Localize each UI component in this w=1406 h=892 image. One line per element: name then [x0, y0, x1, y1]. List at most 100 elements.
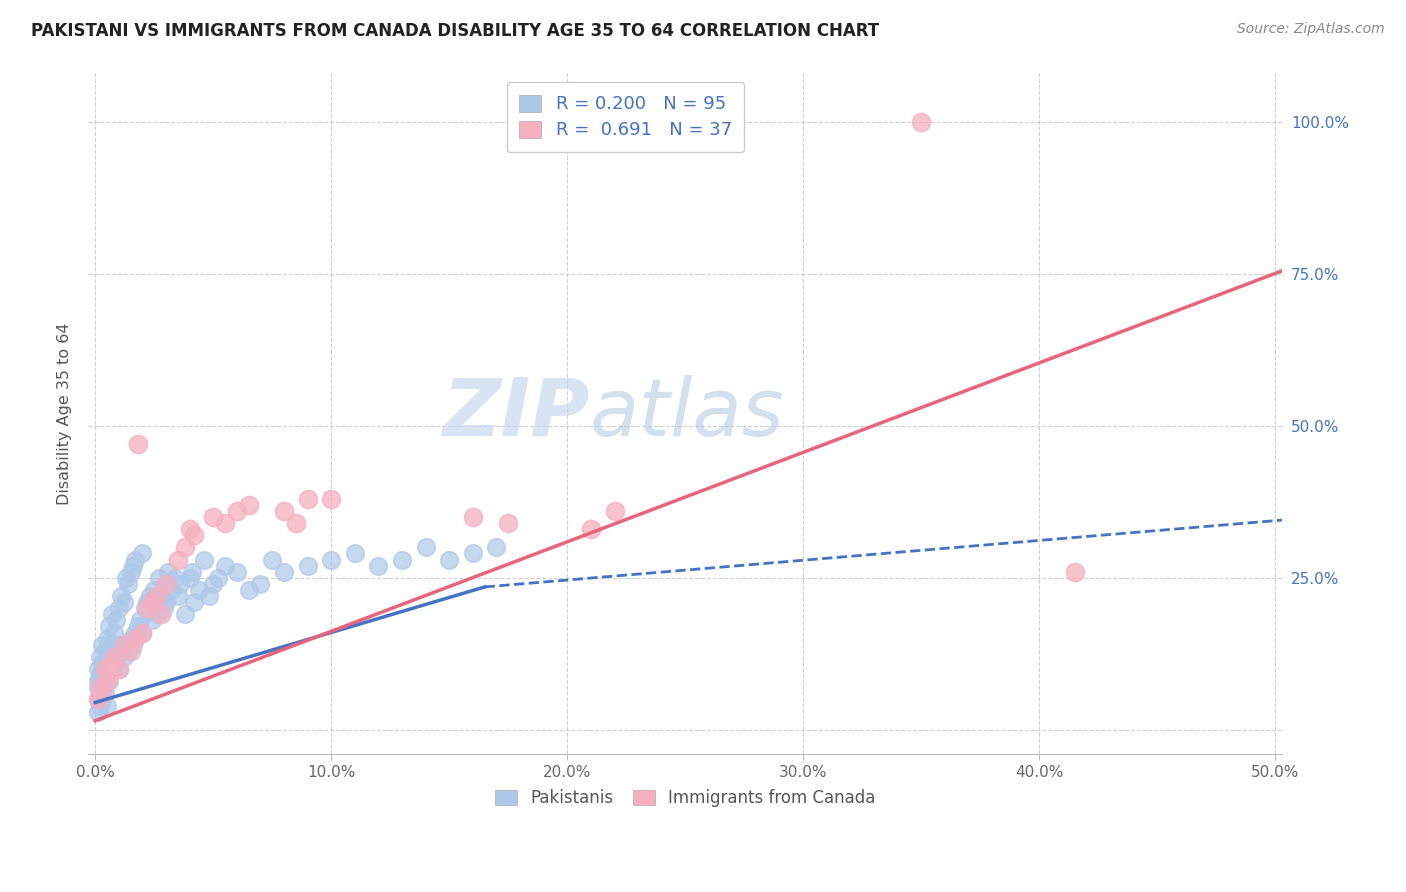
Point: [181, 565, 204, 579]
Point: [297, 491, 319, 506]
Point: [120, 565, 142, 579]
Point: [115, 638, 138, 652]
Point: [169, 577, 191, 591]
Point: [91, 668, 114, 682]
Point: [179, 522, 201, 536]
Point: [91, 692, 114, 706]
Point: [579, 522, 602, 536]
Point: [461, 510, 484, 524]
Point: [138, 589, 160, 603]
Point: [89, 698, 111, 713]
Point: [131, 625, 153, 640]
Point: [91, 681, 114, 695]
Point: [297, 558, 319, 573]
Point: [103, 656, 125, 670]
Point: [183, 528, 205, 542]
Point: [98, 619, 121, 633]
Point: [148, 571, 170, 585]
Point: [603, 504, 626, 518]
Point: [98, 656, 121, 670]
Point: [367, 558, 389, 573]
Point: [108, 601, 131, 615]
Point: [103, 625, 125, 640]
Point: [117, 577, 139, 591]
Point: [124, 625, 146, 640]
Text: atlas: atlas: [589, 375, 785, 452]
Point: [96, 649, 118, 664]
Legend: Pakistanis, Immigrants from Canada: Pakistanis, Immigrants from Canada: [488, 782, 882, 814]
Point: [249, 577, 271, 591]
Point: [117, 644, 139, 658]
Point: [150, 589, 173, 603]
Point: [321, 552, 343, 566]
Point: [89, 686, 111, 700]
Point: [202, 510, 225, 524]
Point: [174, 607, 197, 622]
Point: [155, 595, 177, 609]
Point: [100, 656, 122, 670]
Point: [152, 601, 174, 615]
Point: [127, 619, 149, 633]
Point: [238, 498, 260, 512]
Point: [439, 552, 461, 566]
Point: [96, 698, 118, 713]
Point: [124, 552, 146, 566]
Point: [262, 552, 284, 566]
Point: [166, 552, 188, 566]
Point: [207, 571, 229, 585]
Point: [145, 589, 167, 603]
Point: [115, 571, 138, 585]
Point: [122, 558, 145, 573]
Point: [127, 437, 149, 451]
Point: [136, 601, 159, 615]
Point: [166, 589, 188, 603]
Point: [225, 565, 247, 579]
Point: [183, 595, 205, 609]
Point: [89, 674, 111, 689]
Point: [96, 632, 118, 646]
Point: [273, 565, 295, 579]
Point: [108, 662, 131, 676]
Point: [145, 607, 167, 622]
Point: [108, 638, 131, 652]
Point: [202, 577, 225, 591]
Point: [89, 649, 111, 664]
Point: [91, 656, 114, 670]
Point: [98, 638, 121, 652]
Point: [112, 595, 135, 609]
Point: [214, 516, 236, 530]
Point: [100, 662, 122, 676]
Point: [86, 705, 108, 719]
Point: [89, 668, 111, 682]
Point: [321, 491, 343, 506]
Point: [86, 674, 108, 689]
Point: [214, 558, 236, 573]
Point: [98, 674, 121, 689]
Point: [112, 638, 135, 652]
Point: [141, 614, 163, 628]
Point: [273, 504, 295, 518]
Point: [93, 644, 115, 658]
Point: [188, 582, 211, 597]
Point: [86, 692, 108, 706]
Point: [157, 565, 180, 579]
Text: Source: ZipAtlas.com: Source: ZipAtlas.com: [1237, 22, 1385, 37]
Point: [100, 607, 122, 622]
Point: [136, 595, 159, 609]
Text: PAKISTANI VS IMMIGRANTS FROM CANADA DISABILITY AGE 35 TO 64 CORRELATION CHART: PAKISTANI VS IMMIGRANTS FROM CANADA DISA…: [31, 22, 879, 40]
Point: [108, 662, 131, 676]
Point: [93, 686, 115, 700]
Point: [165, 571, 187, 585]
Point: [93, 662, 115, 676]
Point: [122, 638, 145, 652]
Point: [485, 541, 508, 555]
Point: [225, 504, 247, 518]
Point: [343, 547, 366, 561]
Point: [86, 692, 108, 706]
Point: [93, 674, 115, 689]
Point: [98, 668, 121, 682]
Point: [124, 632, 146, 646]
Point: [415, 541, 437, 555]
Point: [129, 614, 152, 628]
Point: [96, 674, 118, 689]
